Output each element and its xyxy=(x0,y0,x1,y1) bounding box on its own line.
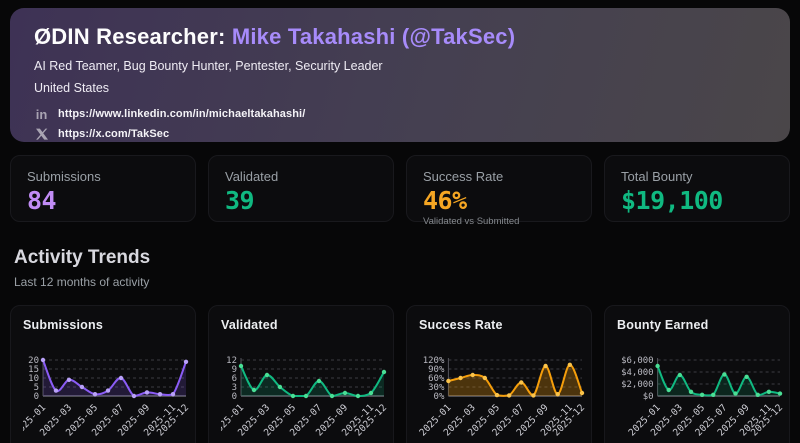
section-title: Activity Trends xyxy=(14,247,151,268)
researcher-roles: AI Red Teamer, Bug Bounty Hunter, Pentes… xyxy=(34,59,383,73)
svg-text:3: 3 xyxy=(232,383,237,393)
validated-line-chart[interactable]: 0 3 6 9 12 2025-01 2025-03 2025-05 2025-07 2025-0… xyxy=(221,334,387,443)
stat-value-submissions: 84 xyxy=(27,186,57,215)
stat-value-validated: 39 xyxy=(225,186,255,215)
svg-text:10: 10 xyxy=(28,374,39,384)
svg-text:20: 20 xyxy=(28,356,39,366)
charts-row: Submissions 0 5 10 15 20 2025-01 2025-03 2025-0… xyxy=(10,305,790,443)
svg-text:$4,000: $4,000 xyxy=(621,368,654,378)
chart-tile-success-rate: Success Rate 0% 30% 60% 90% 120% 2025-01 2025-… xyxy=(406,305,592,443)
section-subtitle: Last 12 months of activity xyxy=(14,275,150,289)
x-link[interactable]: https://x.com/TakSec xyxy=(58,128,170,140)
page-title: ØDIN Researcher: Mike Takahashi (@TakSec… xyxy=(34,24,766,50)
chart-title: Bounty Earned xyxy=(617,318,709,332)
stat-label: Success Rate xyxy=(423,169,504,184)
stat-label: Total Bounty xyxy=(621,169,693,184)
linkedin-link[interactable]: https://www.linkedin.com/in/michaeltakah… xyxy=(58,108,306,120)
bounty-earned-line-chart[interactable]: $0 $2,000 $4,000 $6,000 2025-01 2025-03 2025-0… xyxy=(617,334,783,443)
stat-value-success-rate: 46% xyxy=(423,186,467,215)
svg-text:15: 15 xyxy=(28,365,39,375)
stat-sublabel: Validated vs Submitted xyxy=(423,216,520,227)
svg-text:$0: $0 xyxy=(643,392,654,402)
stat-value-total-bounty: $19,100 xyxy=(621,186,723,215)
svg-text:0: 0 xyxy=(34,392,39,402)
stats-row: Submissions 84 Validated 39 Success Rate… xyxy=(10,155,790,227)
svg-text:5: 5 xyxy=(34,383,39,393)
researcher-country: United States xyxy=(34,81,110,95)
stat-card-total-bounty: Total Bounty $19,100 xyxy=(604,155,790,222)
chart-title: Submissions xyxy=(23,318,103,332)
title-prefix: ØDIN Researcher: xyxy=(34,24,226,49)
svg-text:$6,000: $6,000 xyxy=(621,356,654,366)
svg-text:$2,000: $2,000 xyxy=(621,380,654,390)
researcher-name: Mike Takahashi (@TakSec) xyxy=(231,24,516,49)
stat-card-validated: Validated 39 xyxy=(208,155,394,222)
chart-title: Success Rate xyxy=(419,318,503,332)
x-icon xyxy=(34,127,49,141)
chart-tile-validated: Validated 0 3 6 9 12 2025-01 2025-03 2025-05 202… xyxy=(208,305,394,443)
stat-label: Submissions xyxy=(27,169,101,184)
success-rate-line-chart[interactable]: 0% 30% 60% 90% 120% 2025-01 2025-03 2025-05 2025… xyxy=(419,334,585,443)
svg-text:6: 6 xyxy=(232,374,237,384)
activity-trends-header: Activity Trends Last 12 months of activi… xyxy=(10,247,790,289)
svg-text:30%: 30% xyxy=(428,383,445,393)
x-link-row: https://x.com/TakSec xyxy=(34,124,766,144)
stat-card-success-rate: Success Rate 46% Validated vs Submitted xyxy=(406,155,592,227)
linkedin-icon: in xyxy=(35,106,48,122)
svg-text:60%: 60% xyxy=(428,374,445,384)
svg-text:90%: 90% xyxy=(428,365,445,375)
submissions-line-chart[interactable]: 0 5 10 15 20 2025-01 2025-03 2025-05 2025-07 2025… xyxy=(23,334,189,443)
svg-text:9: 9 xyxy=(232,365,237,375)
profile-header: ØDIN Researcher: Mike Takahashi (@TakSec… xyxy=(10,8,790,142)
svg-text:120%: 120% xyxy=(423,356,445,366)
chart-tile-bounty-earned: Bounty Earned $0 $2,000 $4,000 $6,000 2025-0… xyxy=(604,305,790,443)
svg-text:0%: 0% xyxy=(434,392,445,402)
stat-card-submissions: Submissions 84 xyxy=(10,155,196,222)
chart-title: Validated xyxy=(221,318,278,332)
stat-label: Validated xyxy=(225,169,279,184)
linkedin-link-row: in https://www.linkedin.com/in/michaelta… xyxy=(34,104,766,124)
svg-text:12: 12 xyxy=(226,356,237,366)
chart-tile-submissions: Submissions 0 5 10 15 20 2025-01 2025-03 2025-0… xyxy=(10,305,196,443)
svg-text:0: 0 xyxy=(232,392,237,402)
